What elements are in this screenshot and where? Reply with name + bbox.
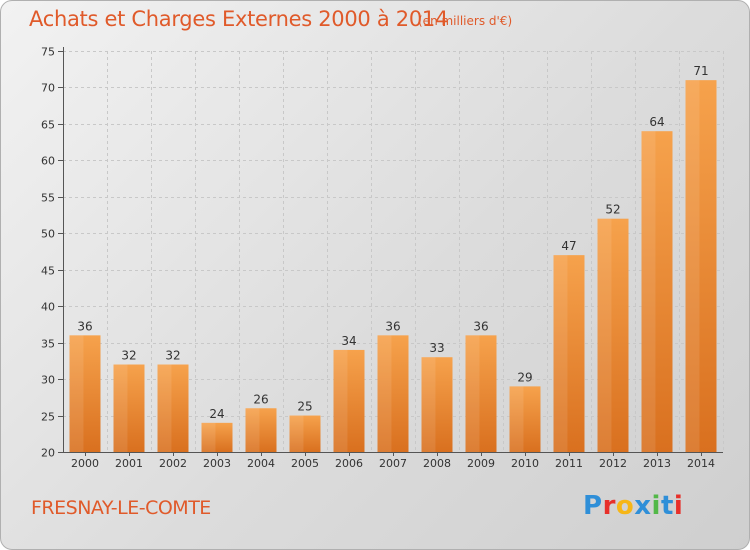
x-tick-label: 2012 xyxy=(599,457,627,470)
bar-highlight xyxy=(377,335,392,452)
logo-letter: o xyxy=(615,491,635,521)
x-tick-label: 2003 xyxy=(203,457,231,470)
x-tick-label: 2013 xyxy=(643,457,671,470)
bar-highlight xyxy=(641,131,656,452)
data-label: 36 xyxy=(473,319,488,333)
axes: 20 25 30 35 40 45 50 55 60 65 70 75 2000 2001 2002 2003… xyxy=(41,46,723,470)
y-tick-label: 40 xyxy=(41,301,55,314)
data-label: 24 xyxy=(209,407,224,421)
x-tick-label: 2002 xyxy=(159,457,187,470)
bar xyxy=(509,386,541,452)
x-tick-label: 2010 xyxy=(511,457,539,470)
data-label: 36 xyxy=(385,319,400,333)
y-tick-label: 55 xyxy=(41,192,55,205)
bar xyxy=(201,422,233,452)
data-label: 32 xyxy=(165,349,180,363)
y-tick-label: 45 xyxy=(41,265,55,278)
x-tick-label: 2009 xyxy=(467,457,495,470)
chart-title: Achats et Charges Externes 2000 à 2014 xyxy=(29,7,449,31)
y-tick-label: 25 xyxy=(41,411,55,424)
x-tick-label: 2004 xyxy=(247,457,275,470)
bar-highlight xyxy=(553,255,568,452)
bar xyxy=(289,415,321,452)
bar-highlight xyxy=(289,415,304,452)
bar xyxy=(333,349,365,452)
logo-letter: r xyxy=(602,491,616,521)
place-name: FRESNAY-LE-COMTE xyxy=(31,497,211,519)
bar xyxy=(597,218,629,452)
y-tick-label: 70 xyxy=(41,82,55,95)
bar xyxy=(641,131,673,452)
bar-highlight xyxy=(597,218,612,452)
bar-highlight xyxy=(245,408,260,452)
data-label: 64 xyxy=(649,115,664,129)
y-tick-label: 60 xyxy=(41,155,55,168)
bar-highlight xyxy=(465,335,480,452)
bar xyxy=(377,335,409,452)
x-tick-label: 2007 xyxy=(379,457,407,470)
bar-highlight xyxy=(685,80,700,452)
bars xyxy=(69,80,717,452)
value-labels: 36 32 32 24 26 25 34 36 33 36 29 47 52 64 71 xyxy=(77,64,708,421)
y-tick-label: 75 xyxy=(41,46,55,59)
bar xyxy=(69,335,101,452)
bar xyxy=(685,80,717,452)
data-label: 36 xyxy=(77,319,92,333)
x-tick-label: 2014 xyxy=(687,457,715,470)
data-label: 71 xyxy=(693,64,708,78)
data-label: 32 xyxy=(121,349,136,363)
bar xyxy=(553,255,585,452)
bar-highlight xyxy=(333,349,348,452)
data-label: 26 xyxy=(253,392,268,406)
logo-letter: x xyxy=(634,491,652,521)
bar xyxy=(245,408,277,452)
logo-letter: t xyxy=(660,491,674,521)
data-label: 47 xyxy=(561,239,576,253)
x-tick-label: 2000 xyxy=(71,457,99,470)
bar xyxy=(465,335,497,452)
x-tick-label: 2006 xyxy=(335,457,363,470)
x-tick-label: 2005 xyxy=(291,457,319,470)
y-tick-label: 35 xyxy=(41,338,55,351)
x-tick-label: 2001 xyxy=(115,457,143,470)
bar-highlight xyxy=(201,422,216,452)
chart-unit: (en milliers d'€) xyxy=(418,14,513,28)
bar xyxy=(113,364,145,452)
bar-highlight xyxy=(113,364,128,452)
bar xyxy=(157,364,189,452)
data-label: 52 xyxy=(605,203,620,217)
proxiti-logo[interactable]: Proxiti xyxy=(583,491,683,521)
x-tick-label: 2008 xyxy=(423,457,451,470)
bar-highlight xyxy=(69,335,84,452)
data-label: 25 xyxy=(297,400,312,414)
bar-highlight xyxy=(509,386,524,452)
data-label: 34 xyxy=(341,334,356,348)
data-label: 29 xyxy=(517,370,532,384)
y-tick-label: 50 xyxy=(41,228,55,241)
logo-letter: P xyxy=(583,491,603,521)
x-tick-label: 2011 xyxy=(555,457,583,470)
bar-highlight xyxy=(157,364,172,452)
y-tick-label: 65 xyxy=(41,119,55,132)
logo-letter: i xyxy=(673,491,684,521)
bar xyxy=(421,357,453,452)
y-tick-label: 20 xyxy=(41,447,55,460)
logo-letter: i xyxy=(651,491,661,521)
bar-highlight xyxy=(421,357,436,452)
data-label: 33 xyxy=(429,341,444,355)
y-tick-label: 30 xyxy=(41,374,55,387)
